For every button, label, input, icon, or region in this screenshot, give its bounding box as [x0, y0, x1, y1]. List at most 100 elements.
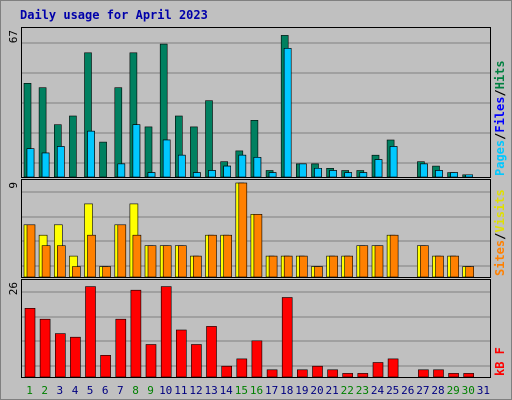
visits-bars	[23, 182, 475, 278]
visits-panel-bar-sites	[238, 182, 248, 278]
legend-pages: Pages	[493, 140, 507, 176]
visits-panel-bar-sites	[102, 266, 111, 278]
day-label: 13	[204, 384, 217, 397]
visits-panel-bar-sites	[465, 266, 475, 278]
visits-panel-bar-sites	[435, 255, 444, 278]
day-label: 3	[56, 384, 63, 397]
kbytes-panel-bar-kb-f	[85, 286, 96, 378]
kbytes-panel-bar-kb-f	[327, 369, 338, 378]
day-label: 12	[189, 384, 202, 397]
day-label: 14	[220, 384, 234, 397]
day-label: 11	[174, 384, 187, 397]
day-label: 4	[72, 384, 79, 397]
hits-panel-bar-pages	[178, 154, 186, 178]
kbytes-panel-bar-kb-f	[251, 340, 263, 378]
visits-panel-bar-sites	[147, 245, 157, 278]
kbytes-panel-bar-kb-f	[312, 365, 323, 378]
hits-panel-bar-pages	[450, 172, 458, 178]
visits-panel: 9 Sites/Visits	[7, 179, 507, 278]
visits-panel-bar-sites	[162, 245, 172, 278]
legend-separator: /	[493, 89, 507, 96]
hits-panel-bar-pages	[465, 174, 474, 178]
visits-panel-bar-sites	[253, 214, 263, 278]
visits-panel-bar-sites	[72, 266, 81, 278]
hits-panel-bar-pages	[147, 172, 156, 178]
hits-panel-bar-pages	[435, 170, 443, 178]
kbytes-panel-bar-kb-f	[100, 354, 111, 378]
hits-panel-bar-pages	[389, 146, 398, 178]
kbytes-panel-bar-kb-f	[448, 373, 459, 378]
hits-panel-bar-pages	[56, 146, 65, 178]
visits-panel-bar-sites	[389, 234, 399, 278]
day-label: 9	[147, 384, 154, 397]
visits-panel-bar-sites	[314, 266, 323, 278]
hits-panel: 67 Pages/Files/Hits	[7, 27, 507, 178]
visits-panel-bar-sites	[208, 234, 217, 278]
kbytes-panel: 26 kB F	[7, 279, 507, 378]
kbytes-panel-bar-kb-f	[145, 344, 157, 378]
kbytes-panel-bar-kb-f	[342, 373, 354, 378]
legend-separator: /	[493, 233, 507, 240]
hits-panel-bar-pages	[132, 124, 141, 178]
hits-panel-bar-hits	[99, 141, 107, 178]
day-label: 26	[401, 384, 414, 397]
visits-panel-bar-sites	[268, 255, 278, 278]
hits-panel-bar-pages	[314, 168, 322, 178]
day-label: 2	[41, 384, 48, 397]
kbytes-panel-bar-kb-f	[372, 362, 384, 378]
legend-files: Files	[493, 97, 507, 133]
visits-panel-bar-sites	[329, 255, 338, 278]
day-label: 27	[416, 384, 429, 397]
visits-panel-bar-sites	[374, 245, 384, 278]
kbytes-panel-bar-kb-f	[357, 373, 369, 378]
hits-panel-bar-pages	[162, 139, 171, 178]
legend-sites: Sites	[493, 240, 507, 276]
hits-panel-bar-pages	[344, 172, 353, 178]
visits-panel-bar-sites	[117, 224, 127, 278]
day-label: 5	[87, 384, 94, 397]
hits-panel-bar-hits	[190, 126, 198, 178]
hits-panel-bar-hits	[69, 115, 77, 178]
kbytes-panel-bar-kb-f	[433, 369, 444, 378]
hits-side-legend: Pages/Files/Hits	[493, 60, 507, 176]
day-label: 1	[26, 384, 33, 397]
day-label: 28	[431, 384, 444, 397]
kbytes-panel-bar-kb-f	[70, 336, 81, 378]
kbytes-panel-bar-kb-f	[281, 297, 293, 378]
day-label: 7	[117, 384, 124, 397]
chart-title: Daily usage for April 2023	[20, 8, 208, 22]
visits-panel-bar-sites	[87, 234, 96, 278]
kbytes-bars	[24, 286, 475, 378]
hits-panel-bar-pages	[223, 165, 231, 178]
day-label: 30	[462, 384, 475, 397]
hits-bars	[23, 35, 474, 178]
kbytes-panel-bar-kb-f	[176, 329, 187, 378]
day-label: 31	[477, 384, 490, 397]
kbytes-max-label: 26	[7, 282, 20, 295]
day-label: 25	[386, 384, 399, 397]
visits-panel-bar-sites	[26, 224, 36, 278]
visits-panel-bar-sites	[41, 245, 51, 278]
day-label: 19	[295, 384, 308, 397]
hits-panel-bar-pages	[253, 157, 262, 178]
hits-panel-bar-pages	[420, 163, 428, 178]
kbytes-panel-bar-kb-f	[115, 318, 127, 378]
day-label: 24	[371, 384, 385, 397]
day-label: 23	[356, 384, 369, 397]
hits-max-label: 67	[7, 30, 20, 43]
kbytes-panel-bar-kb-f	[236, 358, 248, 378]
kbytes-panel-bar-kb-f	[191, 344, 202, 378]
kbytes-panel-bar-kb-f	[387, 358, 399, 378]
hits-panel-bar-pages	[329, 170, 337, 178]
visits-panel-bar-sites	[450, 255, 459, 278]
hits-panel-bar-pages	[41, 152, 50, 178]
day-label: 6	[102, 384, 109, 397]
day-label: 15	[235, 384, 248, 397]
visits-panel-bar-sites	[132, 234, 142, 278]
hits-panel-bar-pages	[117, 163, 126, 178]
hits-panel-bar-pages	[374, 159, 383, 178]
kbytes-panel-bar-kb-f	[160, 286, 172, 378]
day-label: 18	[280, 384, 293, 397]
day-label: 20	[310, 384, 323, 397]
visits-panel-bar-sites	[298, 255, 308, 278]
